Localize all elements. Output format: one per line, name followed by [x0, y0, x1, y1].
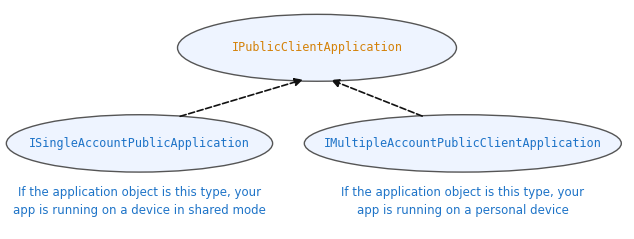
Text: ISingleAccountPublicApplication: ISingleAccountPublicApplication — [29, 137, 250, 150]
Ellipse shape — [6, 115, 273, 172]
Ellipse shape — [304, 115, 621, 172]
Text: IMultipleAccountPublicClientApplication: IMultipleAccountPublicClientApplication — [324, 137, 602, 150]
Text: If the application object is this type, your
app is running on a device in share: If the application object is this type, … — [13, 186, 266, 217]
Text: IPublicClientApplication: IPublicClientApplication — [231, 41, 403, 54]
Ellipse shape — [178, 14, 456, 81]
Text: If the application object is this type, your
app is running on a personal device: If the application object is this type, … — [341, 186, 585, 217]
